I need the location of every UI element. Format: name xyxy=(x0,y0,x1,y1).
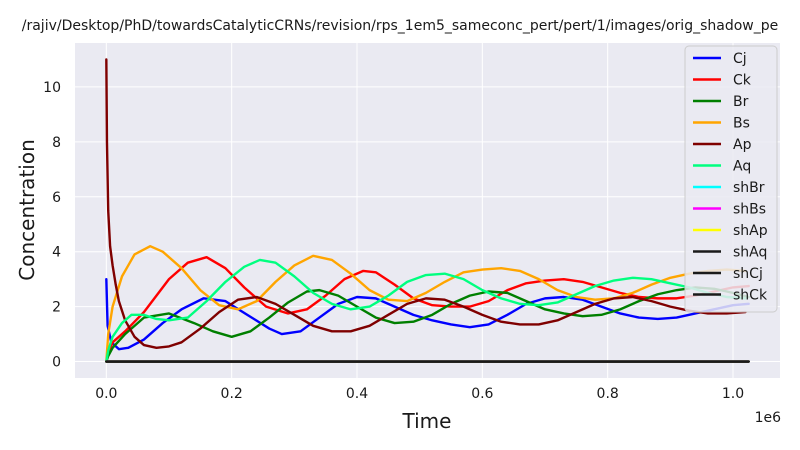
legend-box xyxy=(684,45,778,313)
legend-label: shAq xyxy=(733,245,767,261)
legend-label: Bs xyxy=(733,116,750,132)
x-axis-offset-text: 1e6 xyxy=(755,410,782,426)
legend-label: shBs xyxy=(733,202,766,218)
y-tick-label: 2 xyxy=(52,300,61,316)
legend-label: shCk xyxy=(733,288,768,304)
plot-background xyxy=(75,43,780,378)
y-tick-label: 6 xyxy=(52,190,61,206)
x-tick-label: 0.4 xyxy=(346,386,368,402)
chart-title: /rajiv/Desktop/PhD/towardsCatalyticCRNs/… xyxy=(22,18,778,34)
legend-label: Ap xyxy=(733,137,752,153)
series-line-aq xyxy=(105,258,747,363)
series-line-bs xyxy=(105,244,747,363)
legend: Cj Ck Br Bs Ap Aq shBr shBs shAp shAq shCj shCk xyxy=(684,45,778,313)
y-axis-label: Concentration xyxy=(15,139,39,280)
y-tick-label: 8 xyxy=(52,135,61,151)
y-tick-label: 4 xyxy=(52,245,61,261)
x-tick-label: 0.2 xyxy=(221,386,243,402)
x-tick-label: 0.8 xyxy=(597,386,619,402)
y-tick-label: 0 xyxy=(52,355,61,371)
legend-label: Br xyxy=(733,94,749,110)
series-line-br xyxy=(105,286,750,363)
x-tick-label: 0.6 xyxy=(471,386,493,402)
x-tick-label: 0.0 xyxy=(95,386,117,402)
y-tick-label: 10 xyxy=(43,80,61,96)
x-tick-label: 1.0 xyxy=(722,386,744,402)
legend-label: shBr xyxy=(733,180,765,196)
legend-label: Ck xyxy=(733,73,752,89)
legend-label: shCj xyxy=(733,266,763,282)
x-axis-label: Time xyxy=(402,409,452,433)
legend-label: Cj xyxy=(733,51,747,67)
legend-label: shAp xyxy=(733,223,768,239)
legend-label: Aq xyxy=(733,159,751,175)
